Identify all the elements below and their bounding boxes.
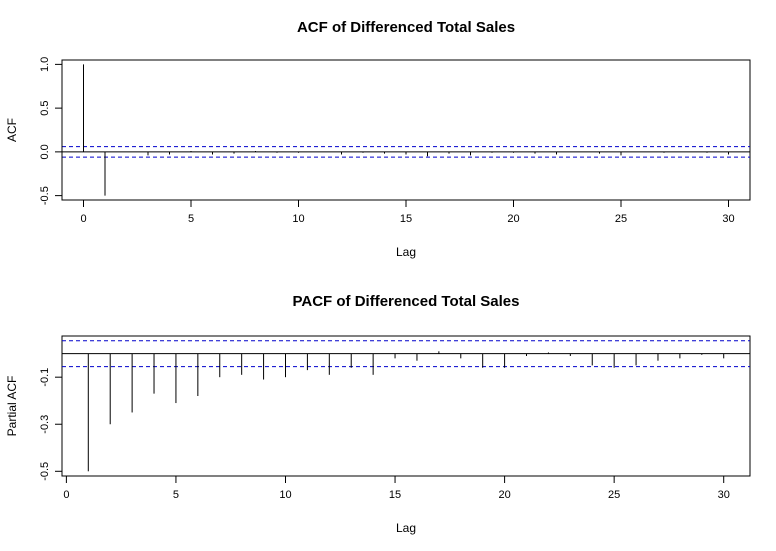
acf-x-tick-label-20: 20 bbox=[507, 213, 519, 225]
pacf-x-tick-label-25: 25 bbox=[608, 489, 620, 501]
acf-x-tick-label-5: 5 bbox=[188, 213, 194, 225]
acf-y-tick-label-2: 0.5 bbox=[39, 100, 51, 115]
acf-panel: ACF of Differenced Total Sales 0 5 10 15 20 2… bbox=[5, 19, 751, 259]
pacf-x-tick-label-30: 30 bbox=[718, 489, 730, 501]
acf-y-tick-label-0: -0.5 bbox=[39, 186, 51, 205]
acf-x-tick-label-25: 25 bbox=[615, 213, 627, 225]
pacf-y-axis-label: Partial ACF bbox=[5, 376, 19, 437]
pacf-panel: PACF of Differenced Total Sales 0 5 10 15 20… bbox=[5, 293, 751, 535]
pacf-plot-frame bbox=[61, 335, 751, 477]
acf-confidence-band bbox=[62, 146, 750, 158]
pacf-y-tick-label-2: -0.1 bbox=[39, 368, 51, 387]
pacf-x-tick-label-10: 10 bbox=[279, 489, 291, 501]
acf-title: ACF of Differenced Total Sales bbox=[297, 19, 515, 36]
acf-y-axis: -0.5 0.0 0.5 1.0 bbox=[39, 57, 63, 205]
pacf-x-tick-label-5: 5 bbox=[173, 489, 179, 501]
acf-x-tick-label-10: 10 bbox=[292, 213, 304, 225]
acf-x-tick-label-0: 0 bbox=[80, 213, 86, 225]
acf-x-tick-label-30: 30 bbox=[722, 213, 734, 225]
pacf-x-axis: 0 5 10 15 20 25 30 bbox=[63, 475, 730, 501]
pacf-x-tick-label-20: 20 bbox=[498, 489, 510, 501]
acf-x-axis-label: Lag bbox=[396, 245, 416, 259]
pacf-confidence-band bbox=[62, 340, 750, 368]
pacf-y-tick-label-0: -0.5 bbox=[39, 462, 51, 481]
acf-plot-frame bbox=[61, 59, 751, 201]
acf-y-axis-label: ACF bbox=[5, 118, 19, 142]
pacf-x-axis-label: Lag bbox=[396, 521, 416, 535]
acf-x-axis: 0 5 10 15 20 25 30 bbox=[80, 199, 735, 225]
acf-y-tick-label-3: 1.0 bbox=[39, 57, 51, 72]
pacf-bars bbox=[87, 351, 725, 472]
pacf-x-tick-label-0: 0 bbox=[63, 489, 69, 501]
acf-y-tick-label-1: 0.0 bbox=[39, 144, 51, 159]
acf-bars bbox=[83, 64, 729, 196]
pacf-title: PACF of Differenced Total Sales bbox=[293, 293, 520, 310]
acf-x-tick-label-15: 15 bbox=[400, 213, 412, 225]
pacf-y-tick-label-1: -0.3 bbox=[39, 415, 51, 434]
pacf-x-tick-label-15: 15 bbox=[389, 489, 401, 501]
pacf-y-axis: -0.5 -0.3 -0.1 bbox=[39, 368, 63, 481]
